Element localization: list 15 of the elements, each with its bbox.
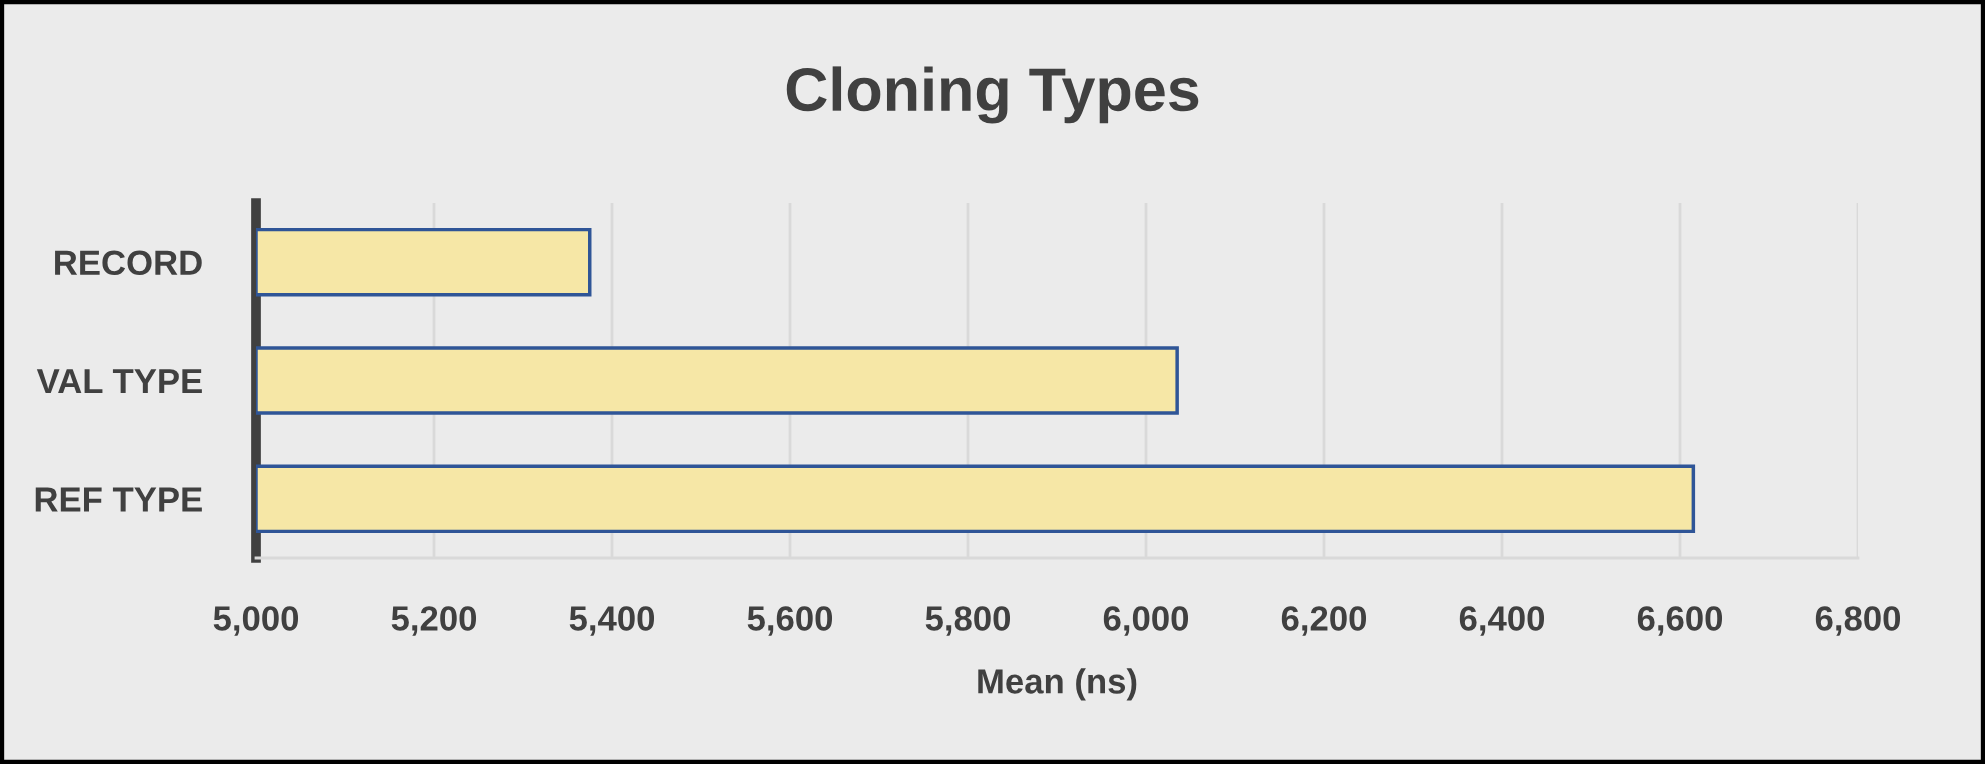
x-tick-label: 6,800 bbox=[1815, 606, 1901, 636]
x-tick-label: 5,800 bbox=[925, 606, 1011, 636]
y-tick-label: VAL TYPE bbox=[36, 369, 202, 394]
x-tick-label: 6,400 bbox=[1459, 606, 1545, 636]
x-tick-label: 5,600 bbox=[747, 606, 833, 636]
x-tick-label: 6,000 bbox=[1103, 606, 1189, 636]
x-tick-label: 5,200 bbox=[391, 606, 477, 636]
x-tick-label: 5,400 bbox=[569, 606, 655, 636]
x-tick-label: 6,200 bbox=[1281, 606, 1367, 636]
y-tick-label: REF TYPE bbox=[35, 487, 202, 512]
chart-title: Cloning Types bbox=[786, 66, 1199, 124]
x-tick-label: 6,600 bbox=[1637, 606, 1723, 636]
x-tick-label: 5,000 bbox=[213, 606, 299, 636]
x-axis-title: Mean (ns) bbox=[978, 668, 1137, 701]
y-tick-label: RECORD bbox=[55, 250, 202, 276]
